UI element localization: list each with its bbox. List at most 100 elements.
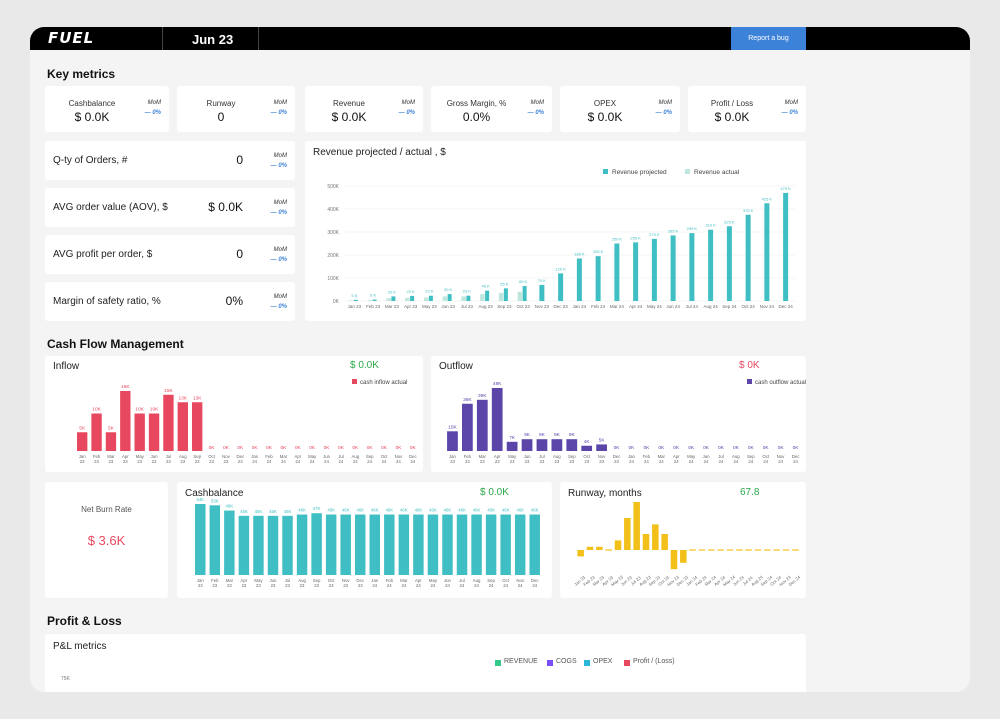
bar-revenue-projected[interactable]: [633, 242, 639, 301]
bar[interactable]: [485, 514, 497, 575]
bar[interactable]: [652, 524, 659, 550]
bar-revenue-actual[interactable]: [348, 300, 354, 301]
bar[interactable]: [551, 439, 563, 451]
bar-revenue-projected[interactable]: [670, 235, 676, 301]
bar[interactable]: [596, 444, 607, 451]
bar-revenue-actual[interactable]: [386, 298, 391, 301]
bar-revenue-projected[interactable]: [783, 192, 789, 301]
bar[interactable]: [148, 413, 160, 452]
bar[interactable]: [536, 439, 548, 451]
bar[interactable]: [462, 403, 473, 451]
bar-revenue-projected[interactable]: [353, 299, 358, 301]
bar-revenue-projected[interactable]: [485, 290, 490, 301]
report-bug-button[interactable]: Report a bug: [731, 27, 806, 50]
bar[interactable]: [177, 402, 188, 451]
data-label: 4K: [584, 439, 591, 445]
bar[interactable]: [311, 513, 322, 575]
bar[interactable]: [340, 514, 351, 575]
bar[interactable]: [413, 514, 424, 575]
bar[interactable]: [596, 546, 603, 550]
bar[interactable]: [442, 514, 453, 575]
bar[interactable]: [105, 432, 117, 451]
bar[interactable]: [354, 514, 366, 575]
bar-revenue-actual[interactable]: [517, 291, 523, 301]
bar[interactable]: [224, 510, 235, 575]
bar[interactable]: [134, 413, 145, 452]
bar-revenue-projected[interactable]: [410, 295, 415, 301]
bar[interactable]: [566, 439, 578, 451]
bar-revenue-projected[interactable]: [745, 214, 751, 301]
bar[interactable]: [209, 505, 221, 575]
bar-revenue-projected[interactable]: [764, 203, 770, 301]
bar[interactable]: [577, 550, 584, 557]
bar-revenue-projected[interactable]: [614, 243, 620, 302]
runway-card: Runway, months 67.8 Jan 23 Feb 23 Mar 23 Ap…: [560, 482, 806, 598]
bar[interactable]: [267, 515, 279, 575]
bar[interactable]: [521, 439, 533, 451]
bar-revenue-projected[interactable]: [726, 226, 732, 301]
bar[interactable]: [398, 514, 410, 575]
bar-revenue-projected[interactable]: [539, 284, 545, 301]
fuel-logo[interactable]: FUEL: [48, 29, 95, 47]
bar[interactable]: [581, 445, 593, 451]
bar-revenue-actual[interactable]: [461, 296, 466, 301]
bar[interactable]: [514, 514, 526, 575]
bar-revenue-projected[interactable]: [595, 256, 601, 301]
bar[interactable]: [238, 515, 250, 575]
bar-revenue-projected[interactable]: [503, 288, 508, 301]
bar[interactable]: [456, 514, 468, 575]
bar[interactable]: [670, 550, 678, 570]
bar-revenue-projected[interactable]: [372, 299, 377, 301]
period-selector[interactable]: Jun 23: [192, 32, 234, 47]
bar-revenue-actual[interactable]: [423, 297, 429, 301]
x-tick-month: Oct: [502, 578, 509, 583]
bar[interactable]: [427, 514, 439, 575]
bar[interactable]: [661, 534, 668, 550]
bar-revenue-projected[interactable]: [391, 296, 396, 301]
bar[interactable]: [77, 432, 88, 451]
bar[interactable]: [282, 515, 293, 575]
bar[interactable]: [192, 402, 203, 451]
bar[interactable]: [471, 514, 482, 575]
bar[interactable]: [476, 399, 488, 451]
bar[interactable]: [491, 388, 503, 451]
bar-revenue-projected[interactable]: [689, 233, 695, 301]
bar[interactable]: [633, 502, 640, 550]
bar[interactable]: [680, 550, 687, 563]
bar-revenue-projected[interactable]: [447, 294, 452, 301]
bar-revenue-actual[interactable]: [405, 297, 410, 301]
bar[interactable]: [506, 441, 518, 451]
bar[interactable]: [384, 514, 395, 575]
bar-revenue-projected[interactable]: [428, 295, 433, 301]
bar[interactable]: [296, 514, 308, 575]
bar[interactable]: [253, 515, 264, 575]
bar-revenue-actual[interactable]: [367, 300, 373, 301]
bar[interactable]: [500, 514, 511, 575]
order-metric-card: Margin of safety ratio, % 0% MoM — 0%: [45, 282, 295, 321]
bar-revenue-projected[interactable]: [708, 229, 714, 301]
bar[interactable]: [369, 514, 381, 575]
bar[interactable]: [163, 394, 174, 451]
bar-revenue-projected[interactable]: [576, 258, 582, 301]
bar-revenue-actual[interactable]: [480, 294, 485, 301]
bar-revenue-actual[interactable]: [498, 292, 504, 301]
bar-revenue-projected[interactable]: [466, 295, 471, 301]
bar[interactable]: [614, 540, 622, 550]
bar[interactable]: [624, 518, 631, 550]
bar[interactable]: [586, 546, 594, 550]
metric-card: Revenue $ 0.0K MoM — 0%: [305, 86, 423, 132]
bar-revenue-projected[interactable]: [651, 238, 657, 301]
bar[interactable]: [120, 391, 131, 451]
bar[interactable]: [529, 514, 540, 575]
mom-label: MoM: [658, 100, 672, 106]
outflow-card: Outflow $ 0K cash outflow actual 15K Jan 23…: [431, 356, 806, 472]
bar-revenue-projected[interactable]: [558, 273, 564, 301]
bar[interactable]: [447, 431, 458, 451]
bar-revenue-actual[interactable]: [442, 296, 448, 301]
bar-revenue-projected[interactable]: [522, 286, 527, 301]
bar[interactable]: [195, 504, 206, 575]
bar[interactable]: [642, 534, 650, 550]
x-tick-month: Aug: [553, 454, 561, 459]
bar[interactable]: [325, 514, 337, 575]
bar[interactable]: [91, 413, 102, 452]
